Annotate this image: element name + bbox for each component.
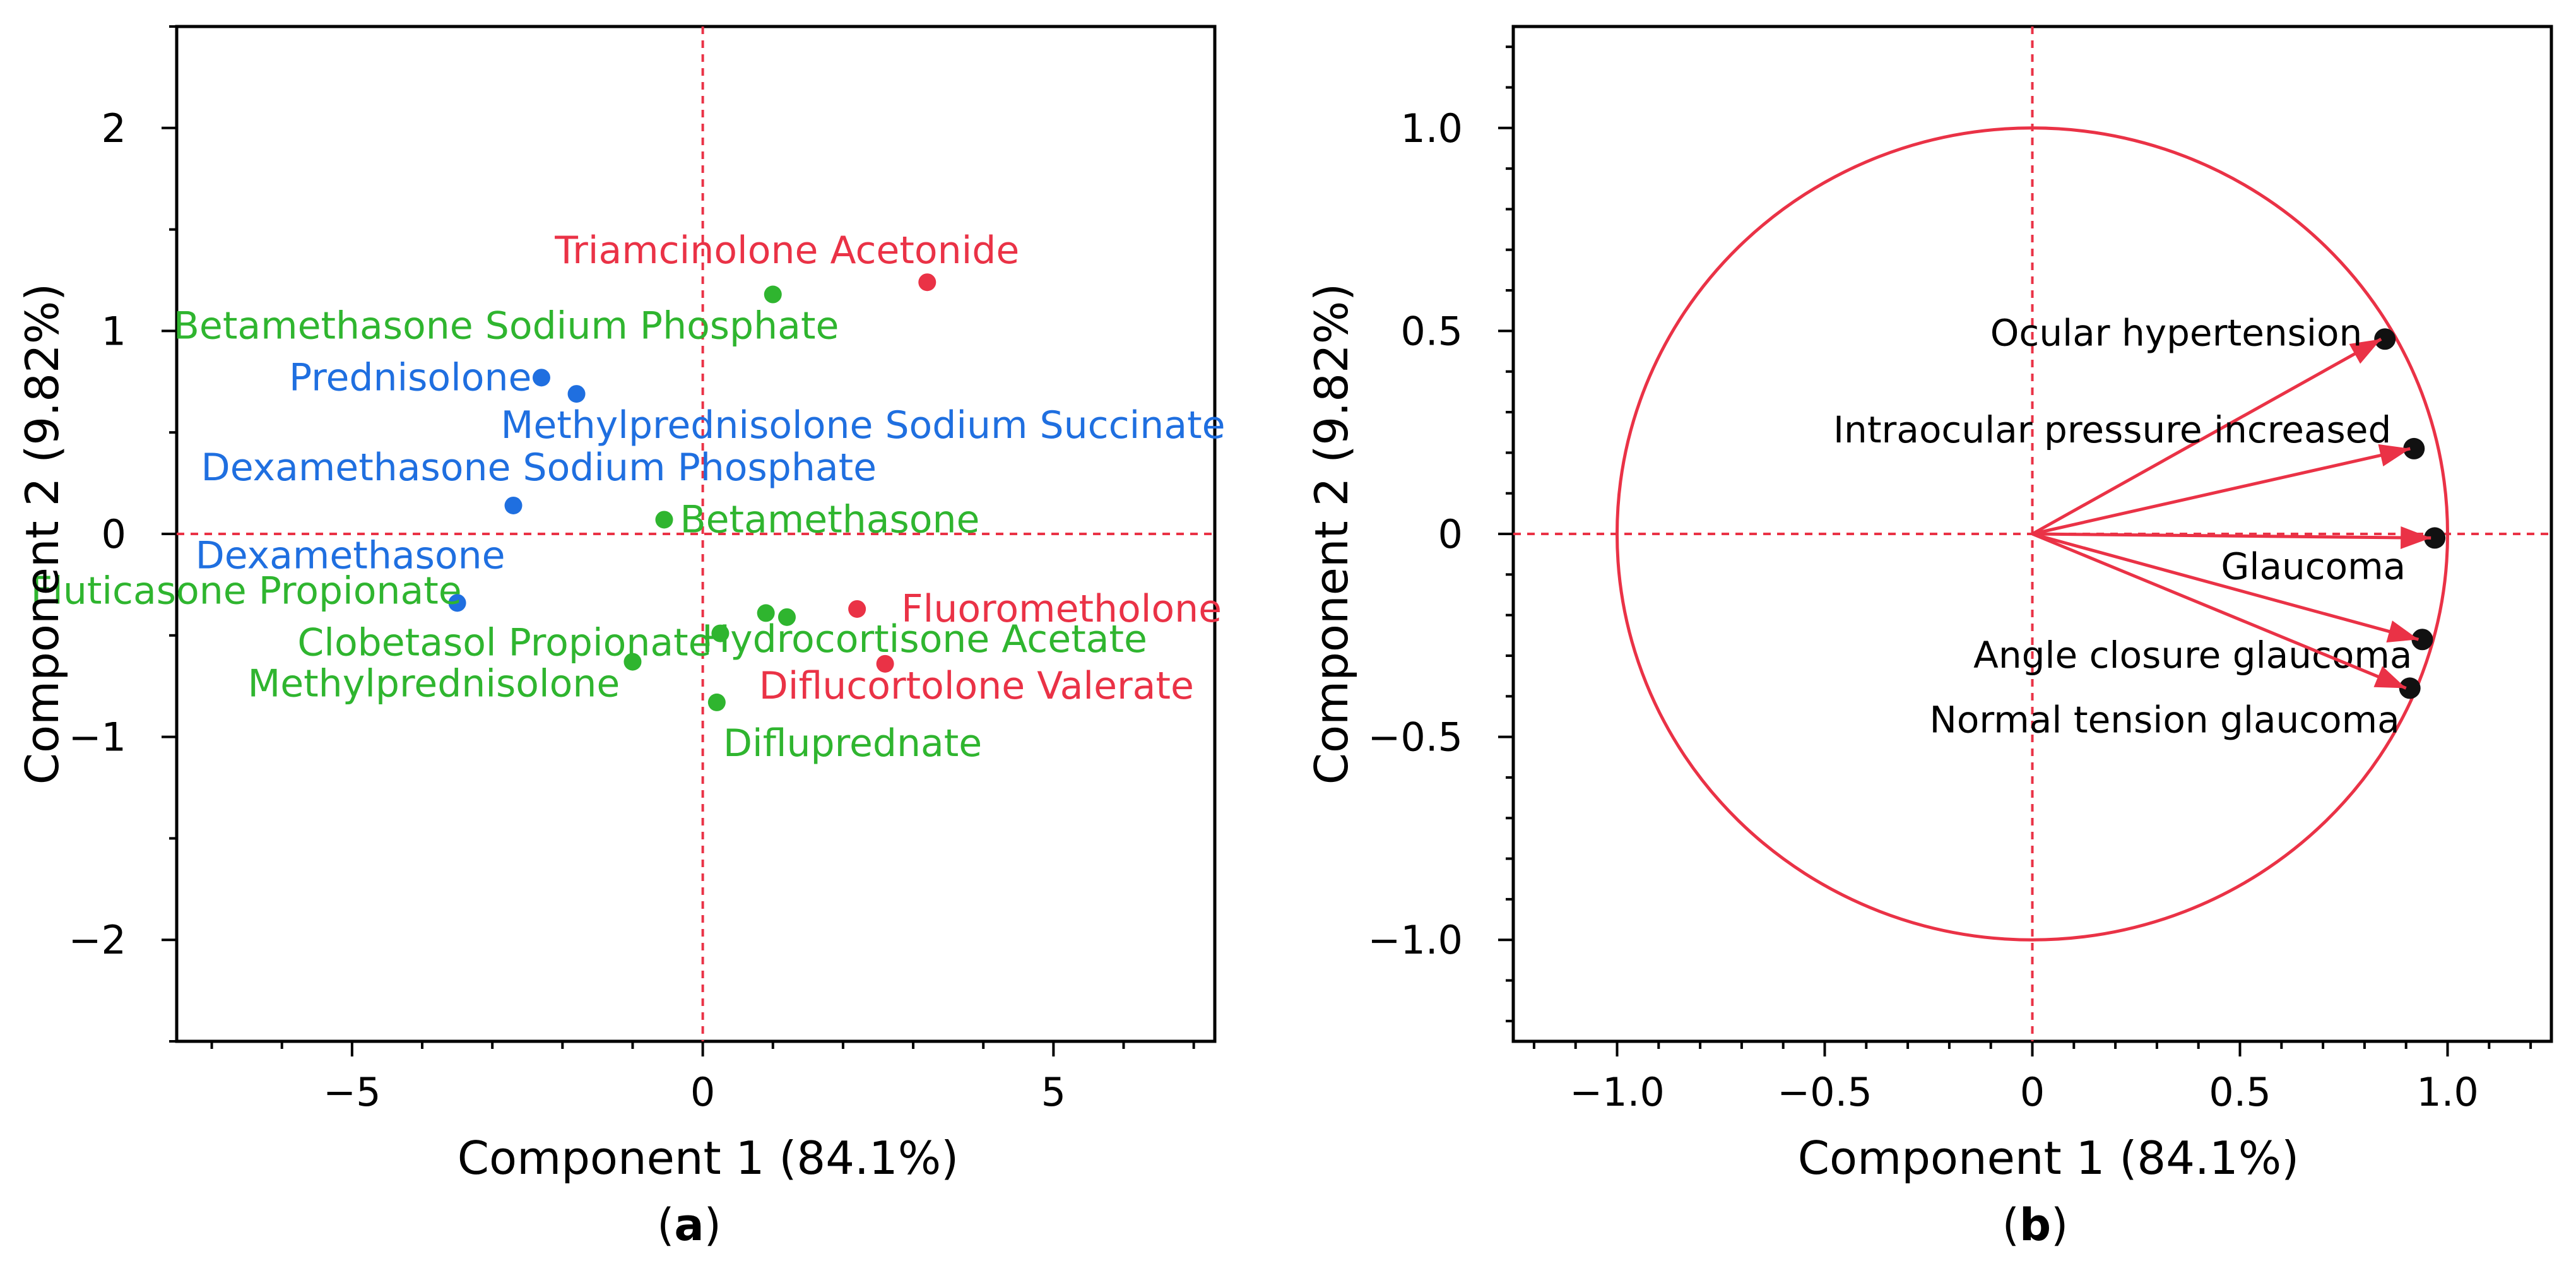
panel-b-x-axis-label: Component 1 (84.1%) (1798, 1132, 2300, 1185)
panel-b-arrowhead (2349, 339, 2382, 364)
panel-a-point-label: Diflucortolone Valerate (759, 664, 1194, 708)
panel-a-point-label: Difluprednate (723, 721, 982, 766)
panel-a-data-point (711, 624, 730, 642)
panel-a-point-label: Methylprednisolone (247, 662, 620, 706)
panel-b-x-tick-label: 0 (2020, 1069, 2045, 1115)
panel-a-y-tick-label: 1 (102, 308, 126, 354)
panel-a-point-label: Prednisolone (289, 355, 531, 399)
panel-b-x-tick-label: −0.5 (1777, 1069, 1872, 1115)
panel-a-data-point (876, 654, 894, 673)
panel-a-point-label: Betamethasone Sodium Phosphate (174, 304, 839, 348)
panel-a-data-point (848, 600, 866, 618)
panel-b-unit-circle (1616, 126, 2449, 942)
panel-a-data-point (764, 285, 782, 304)
panel-b-loading-vector (2032, 532, 2431, 540)
panel-a-caption: (a) (657, 1199, 721, 1251)
panel-b-caption: (b) (2002, 1199, 2069, 1251)
panel-b-y-tick-label: −0.5 (1368, 714, 1463, 760)
panel-b-arrowhead (2400, 526, 2431, 549)
panel-a-x-tick-label: −5 (323, 1069, 381, 1115)
panel-a-point-label: Hydrocortisone Acetate (702, 617, 1147, 661)
panel-a-x-tick-label: 5 (1041, 1069, 1066, 1115)
panel-a-data-point (504, 496, 523, 514)
panel-a-scatter-plot: −5 0 5 −2 −1 0 1 2 Triamcinolone Acetonide Betam… (16, 25, 1226, 1251)
panel-a-data-point (918, 273, 936, 292)
panel-a-point-label: Dexamethasone (196, 533, 505, 577)
panel-a-point-label: Triamcinolone Acetonide (554, 228, 1019, 273)
panel-b-y-tick-label: 0.5 (1400, 308, 1463, 354)
panel-b-y-tick-label: 0 (1438, 511, 1463, 557)
panel-a-point-label: Dexamethasone Sodium Phosphate (201, 446, 877, 490)
panel-a-data-point (655, 511, 673, 529)
panel-a-data-point (707, 693, 726, 711)
panel-a-y-tick-label: −2 (69, 917, 126, 963)
panel-b-y-tick-label: 1.0 (1400, 105, 1463, 151)
panel-a-point-label: Methylprednisolone Sodium Succinate (501, 403, 1226, 447)
panel-a-y-tick-label: −1 (69, 714, 126, 760)
panel-a-data-point (448, 594, 466, 612)
panel-a-data-point (623, 653, 642, 671)
panel-b-vector-endpoint (2411, 629, 2433, 651)
panel-b-y-axis-label: Component 2 (9.82%) (1305, 283, 1358, 785)
panel-a-y-tick-label: 0 (102, 511, 126, 557)
panel-a-point-label: Fluorometholone (901, 587, 1222, 631)
panel-b-loading-plot: −1.0 −0.5 0 0.5 1.0 −1.0 −0.5 0 0.5 1.0 Ocular hy… (1305, 25, 2553, 1251)
panel-b-x-tick-label: −1.0 (1569, 1069, 1665, 1115)
panel-b-vector-label: Intraocular pressure increased (1833, 408, 2391, 451)
panel-b-y-tick-label: −1.0 (1368, 917, 1463, 963)
panel-a-point-label: Betamethasone (680, 497, 979, 541)
panel-a-x-axis-label: Component 1 (84.1%) (458, 1132, 959, 1185)
panel-b-x-tick-label: 0.5 (2209, 1069, 2271, 1115)
panel-a-y-tick-label: 2 (102, 105, 126, 151)
panel-b-x-tick-label: 1.0 (2416, 1069, 2479, 1115)
panel-b-vector-endpoint (2424, 527, 2446, 549)
panel-b-loading-vector (2031, 532, 2407, 690)
panel-a-data-point (777, 608, 796, 626)
panel-b-loading-vector (2031, 532, 2419, 641)
panel-b-arrowhead (2378, 444, 2411, 467)
panel-b-loading-vector (2031, 338, 2382, 536)
panel-b-vector-label: Normal tension glaucoma (1930, 698, 2400, 741)
panel-a-point-label: Fluticasone Propionate (31, 569, 462, 613)
panel-a-point-label: Clobetasol Propionate (297, 621, 711, 665)
panel-a-y-axis-label: Component 2 (9.82%) (16, 283, 69, 785)
panel-b-vector-label: Angle closure glaucoma (1973, 634, 2412, 677)
panel-b-vector-label: Ocular hypertension (1990, 311, 2362, 354)
panel-b-loading-vector (2031, 447, 2411, 536)
panel-b-arrowhead (2373, 666, 2406, 689)
panel-b-arrowhead (2386, 620, 2419, 642)
panel-b-vector-endpoint (2403, 437, 2425, 459)
panel-a-data-point (532, 369, 550, 387)
panel-b-vector-label: Glaucoma (2221, 545, 2406, 588)
panel-a-data-point (757, 604, 775, 622)
panel-a-x-tick-label: 0 (690, 1069, 715, 1115)
panel-b-vector-endpoint (2374, 328, 2396, 350)
panel-b-vector-endpoint (2399, 677, 2421, 699)
panel-a-data-point (567, 385, 586, 403)
